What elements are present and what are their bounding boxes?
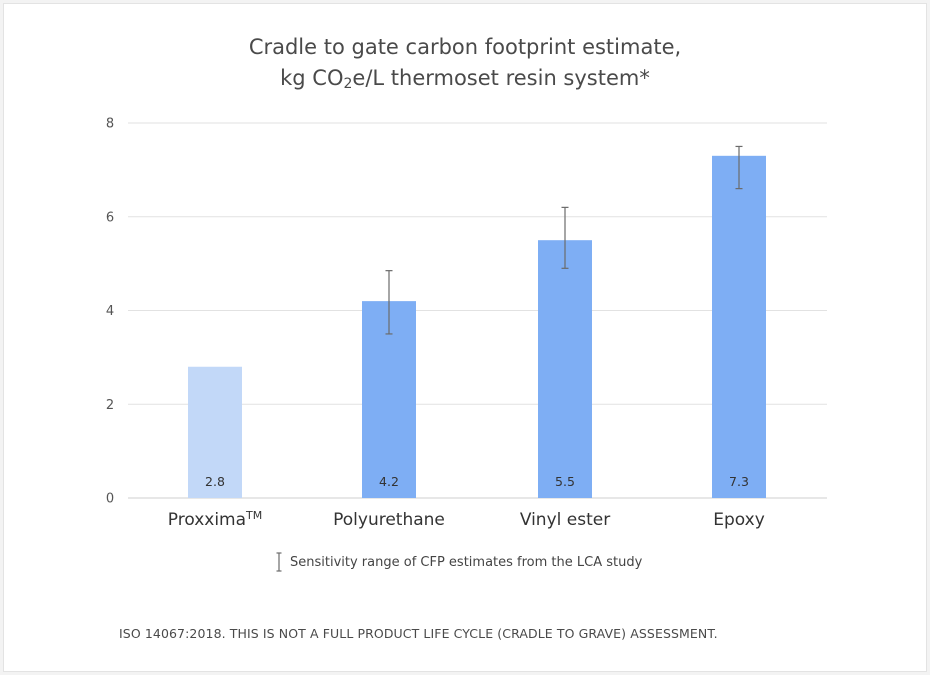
data-label: 2.8 <box>205 474 225 489</box>
bar-epoxy <box>712 155 766 498</box>
x-tick-label: ProxximaTM <box>168 509 263 530</box>
y-tick-label: 6 <box>106 210 114 225</box>
footnote: ISO 14067:2018. THIS IS NOT A FULL PRODU… <box>119 626 718 641</box>
bar-vinyl-ester <box>538 240 592 498</box>
data-label: 4.2 <box>379 474 399 489</box>
error-bar <box>561 206 569 269</box>
x-tick-label: Polyurethane <box>333 510 445 530</box>
x-tick-label: Vinyl ester <box>520 510 610 530</box>
title-prefix: kg CO <box>280 66 344 90</box>
x-tick-label: Epoxy <box>713 510 765 530</box>
title-suffix: e/L thermoset resin system* <box>352 66 650 90</box>
y-tick-label: 0 <box>106 492 114 507</box>
chart-title-line1: Cradle to gate carbon footprint estimate… <box>248 35 682 59</box>
chart-title-line2: kg CO2e/L thermoset resin system* <box>4 63 926 94</box>
error-bar <box>385 270 393 335</box>
legend-label: Sensitivity range of CFP estimates from … <box>290 555 643 570</box>
y-tick-label: 4 <box>106 304 114 319</box>
bar-chart: 0 2 4 6 8 2.8 4.2 5.5 7.3 ProxximaTM Polyurethane V… <box>106 117 827 572</box>
chart-card: Cradle to gate carbon footprint estimate… <box>3 3 927 672</box>
chart-title: Cradle to gate carbon footprint estimate… <box>4 32 926 94</box>
title-subscript: 2 <box>343 76 353 92</box>
error-bar <box>735 145 743 190</box>
y-tick-label: 8 <box>106 117 114 132</box>
y-tick-label: 2 <box>106 398 114 413</box>
data-label: 7.3 <box>729 474 749 489</box>
bar-proxxima <box>188 366 242 498</box>
data-label: 5.5 <box>555 474 575 489</box>
